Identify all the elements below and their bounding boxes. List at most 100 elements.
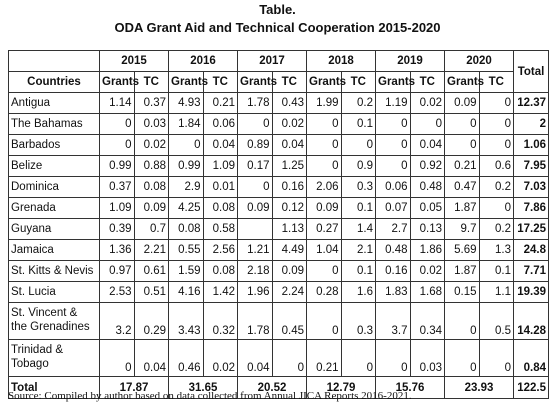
table-cell: 0.03 (133, 113, 169, 135)
table-cell: 1.84 (168, 113, 204, 135)
table-cell: 1.68 (409, 281, 445, 303)
table-cell: 0.7 (133, 218, 169, 240)
table-cell: 9.7 (444, 218, 480, 240)
table-cell: 7.03 (513, 176, 549, 198)
table-cell: 0 (478, 113, 514, 135)
table-row: Barbados 0 0.02 0 0.04 0.89 0.04 0 0 0 0.04 0 0 1.06 (8, 134, 549, 156)
table-cell: 0.02 (202, 339, 238, 377)
table-cell: 1.87 (444, 260, 480, 282)
table-cell: Grants (444, 71, 484, 93)
table-cell: 0 (271, 339, 307, 377)
table-row: Antigua 1.14 0.37 4.93 0.21 1.78 0.43 1.99 0.2 1.… (8, 92, 549, 114)
table-cell: 0.16 (271, 176, 307, 198)
table-row: St. Vincent & the Grenadines 3.2 0.29 3.43 0… (8, 302, 549, 340)
table-cell: 0 (306, 134, 342, 156)
table-cell: 1.96 (237, 281, 273, 303)
table-cell: 7.71 (513, 260, 549, 282)
table-cell: Grants (99, 71, 139, 93)
table-cell: 0.1 (340, 113, 376, 135)
table-cell: 0.09 (133, 197, 169, 219)
table-cell: 1.4 (340, 218, 376, 240)
table-cell: 0 (444, 302, 480, 340)
table-cell: 0.48 (375, 239, 411, 261)
table-cell: St. Kitts & Nevis (8, 260, 100, 282)
table-cell: 2019 (375, 50, 445, 72)
table-cell: 3.2 (99, 302, 135, 340)
table-cell: 1.06 (513, 134, 549, 156)
table-cell: 0 (99, 339, 135, 377)
table-cell: 0.05 (409, 197, 445, 219)
table-cell: 1.36 (99, 239, 135, 261)
table-cell: 1.13 (271, 218, 307, 240)
table-cell: TC (271, 71, 307, 93)
table-cell: 23.93 (444, 376, 514, 399)
table-cell: 0.99 (99, 155, 135, 177)
table-row: St. Kitts & Nevis 0.97 0.61 1.59 0.08 2.18 0.0… (8, 260, 549, 282)
table-cell: 0.07 (375, 197, 411, 219)
table-cell: St. Vincent & the Grenadines (8, 302, 100, 340)
table-cell: 15.76 (375, 376, 445, 399)
table-cell: 12.37 (513, 92, 549, 114)
table-cell: 20.52 (237, 376, 307, 399)
table-row: Grenada 1.09 0.09 4.25 0.08 0.09 0.12 0.09 0.1 0.… (8, 197, 549, 219)
table-cell: 0.92 (409, 155, 445, 177)
table-cell: 0.04 (202, 134, 238, 156)
table-cell: 0.03 (409, 339, 445, 377)
table-cell: 0 (340, 339, 376, 377)
table-cell: 0 (375, 134, 411, 156)
table-cell: 0.02 (133, 134, 169, 156)
table-cell: TC (202, 71, 238, 93)
table-cell: 0 (478, 339, 514, 377)
table-cell: 7.95 (513, 155, 549, 177)
table-cell: 1.25 (271, 155, 307, 177)
table-cell: 0 (444, 134, 480, 156)
table-cell: 0 (237, 113, 273, 135)
table-cell: 0 (237, 176, 273, 198)
table-cell: 0 (306, 113, 342, 135)
table-cell: 0 (168, 134, 204, 156)
table-cell: 1.09 (99, 197, 135, 219)
table-cell: 1.59 (168, 260, 204, 282)
table-cell: 2.06 (306, 176, 342, 198)
table-cell: 0.28 (306, 281, 342, 303)
table-cell: 122.5 (513, 376, 549, 399)
table-cell: 19.39 (513, 281, 549, 303)
table-cell: Grants (237, 71, 277, 93)
table-cell: 4.25 (168, 197, 204, 219)
table-cell (8, 50, 100, 72)
table-cell: 0.51 (133, 281, 169, 303)
table-cell: 0.02 (409, 92, 445, 114)
table-cell: Countries (8, 71, 100, 93)
table-cell: 1.83 (375, 281, 411, 303)
table-cell: 0.47 (444, 176, 480, 198)
table-cell: 0 (444, 113, 480, 135)
table-row: Belize 0.99 0.88 0.99 1.09 0.17 1.25 0 0.9 0 0.92 0… (8, 155, 549, 177)
table-row: 2015 2016 2017 2018 2019 2020 Total (8, 50, 549, 93)
table-cell: 2015 (99, 50, 169, 72)
table-cell: 0 (444, 339, 480, 377)
table-cell: 0.48 (409, 176, 445, 198)
table-cell (237, 218, 273, 240)
table-cell: 12.79 (306, 376, 376, 399)
table-cell: 1.99 (306, 92, 342, 114)
table-cell: Jamaica (8, 239, 100, 261)
table-cell: 1.86 (409, 239, 445, 261)
table-cell: Trinidad & Tobago (8, 339, 100, 377)
table-cell: 0 (306, 260, 342, 282)
table-cell: 0 (478, 197, 514, 219)
table-cell: Total (8, 376, 100, 399)
table-cell: 1.14 (99, 92, 135, 114)
table-cell: 0.02 (409, 260, 445, 282)
table-cell: 0.04 (271, 134, 307, 156)
table-cell: 1.21 (237, 239, 273, 261)
table-cell: 0.2 (478, 218, 514, 240)
table-cell: 0.08 (133, 176, 169, 198)
table-cell: St. Lucia (8, 281, 100, 303)
table-cell: Grants (375, 71, 415, 93)
source-note: Source: Compiled by author based on data… (8, 390, 412, 402)
table-cell: 0.37 (99, 176, 135, 198)
table-cell: 0.43 (271, 92, 307, 114)
table-cell: Antigua (8, 92, 100, 114)
table-cell: 0.04 (409, 134, 445, 156)
